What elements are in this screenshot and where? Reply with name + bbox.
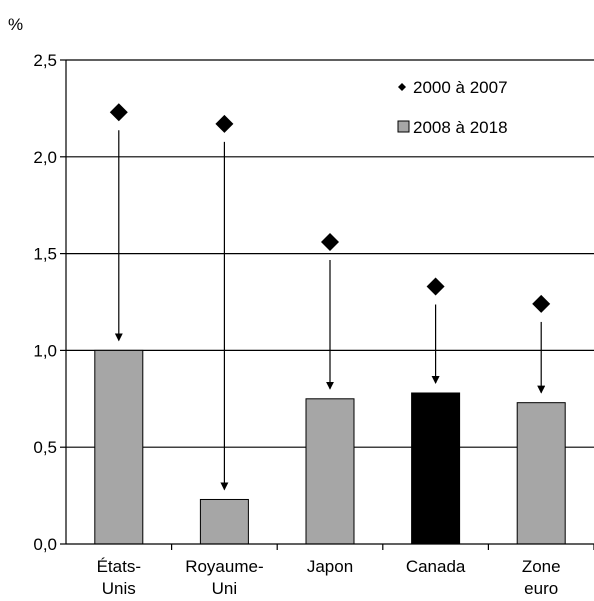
diamond-point (215, 114, 234, 133)
legend-diamond-marker (398, 83, 406, 91)
y-axis-label: % (8, 15, 23, 34)
diamond-point (532, 294, 551, 313)
x-tick-label: Japon (307, 557, 353, 576)
diamond-point (109, 103, 128, 122)
diamond-point (426, 277, 445, 296)
y-tick-label: 0,0 (33, 535, 57, 554)
diamond-point (321, 232, 339, 251)
bar (199, 498, 249, 545)
bar (516, 402, 566, 545)
y-tick-label: 1,5 (33, 245, 57, 264)
legend-series-1-label: 2000 à 2007 (413, 78, 508, 97)
y-tick-label: 1,0 (33, 341, 57, 360)
legend-bar-marker (397, 120, 410, 133)
y-tick-label: 2,5 (33, 51, 57, 70)
bar (411, 392, 461, 545)
x-tick-label: Royaume-Uni (185, 557, 263, 598)
y-tick-label: 0,5 (33, 438, 57, 457)
y-tick-label: 2,0 (33, 148, 57, 167)
bar (305, 398, 355, 545)
x-tick-label: États-Unis (97, 557, 141, 598)
legend: 2000 à 2007 2008 à 2018 (397, 78, 508, 137)
x-tick-label: Canada (406, 557, 466, 576)
legend-series-2-label: 2008 à 2018 (413, 118, 508, 137)
bar (94, 349, 144, 545)
x-tick-label: Zone euro (522, 557, 561, 598)
